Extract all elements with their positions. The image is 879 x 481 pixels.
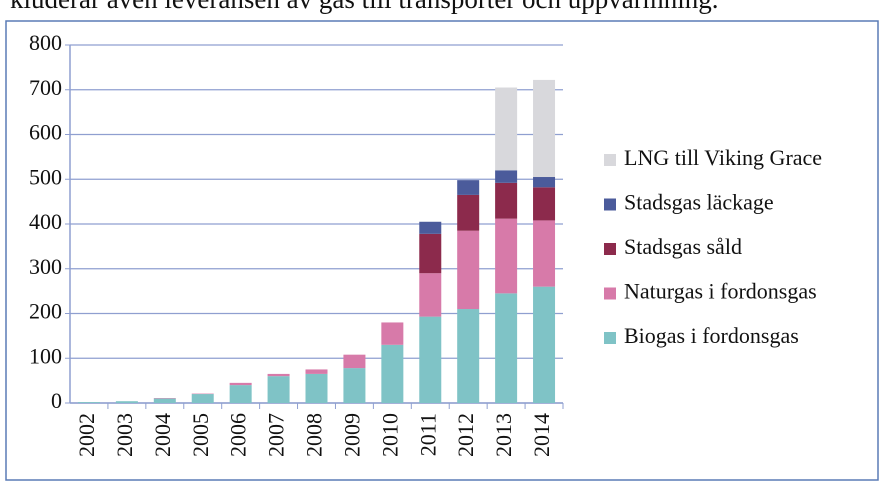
bar-segment <box>533 187 556 221</box>
bar-segment <box>115 401 138 403</box>
bar-segment <box>267 376 290 403</box>
x-tick-label: 2006 <box>226 413 251 457</box>
x-tick-label: 2011 <box>415 413 440 456</box>
legend-swatch <box>604 198 616 211</box>
legend-label: Naturgas i fordonsgas <box>624 279 817 304</box>
y-tick-label: 200 <box>29 299 62 324</box>
legend-label: Stadsgas läckage <box>624 190 774 215</box>
chart-frame <box>5 20 879 481</box>
x-tick-label: 2010 <box>377 413 402 457</box>
y-tick-label: 600 <box>29 120 62 145</box>
bar-segment <box>153 398 176 403</box>
x-tick-label: 2002 <box>74 413 99 457</box>
y-tick-label: 500 <box>29 164 62 189</box>
bar-segment <box>495 218 518 294</box>
bar-segment <box>495 170 518 183</box>
legend-swatch <box>604 243 616 255</box>
bar-segment <box>457 230 480 310</box>
bar-segment <box>419 221 442 234</box>
bar-segment <box>229 385 252 403</box>
x-tick-label: 2005 <box>188 413 213 457</box>
y-tick-label: 700 <box>29 75 62 100</box>
legend-label: Stadsgas såld <box>624 234 742 259</box>
bar-segment <box>495 87 518 171</box>
bar-segment <box>419 316 442 403</box>
x-tick-label: 2008 <box>302 413 327 457</box>
legend-swatch <box>604 287 616 300</box>
bar-segment <box>533 177 556 188</box>
x-tick-label: 2007 <box>264 413 289 457</box>
y-tick-label: 300 <box>29 254 62 279</box>
y-tick-label: 800 <box>29 30 62 55</box>
legend-swatch <box>604 332 616 344</box>
bar-segment <box>381 344 404 403</box>
caption: kluderar även leveransen av gas till tra… <box>10 0 719 15</box>
bar-segment <box>457 194 480 231</box>
y-tick-label: 400 <box>29 209 62 234</box>
bar-segment <box>343 368 366 403</box>
bar-segment <box>419 233 442 274</box>
bar-segment <box>229 382 252 386</box>
bar-segment <box>457 309 480 403</box>
x-tick-label: 2004 <box>150 413 175 457</box>
bar-segment <box>305 373 328 403</box>
bar-segment <box>77 402 100 403</box>
legend-swatch <box>604 154 616 166</box>
bar-segment <box>495 293 518 403</box>
bar-segment <box>533 220 556 287</box>
x-tick-label: 2013 <box>491 413 516 457</box>
bar-segment <box>267 373 290 377</box>
legend-label: LNG till Viking Grace <box>624 145 822 170</box>
bar-segment <box>419 273 442 317</box>
y-tick-label: 100 <box>29 343 62 368</box>
bar-segment <box>381 322 404 345</box>
bar-segment <box>457 180 480 195</box>
y-tick-label: 0 <box>51 388 62 413</box>
x-tick-label: 2009 <box>339 413 364 457</box>
x-tick-label: 2012 <box>453 413 478 457</box>
bar-segment <box>533 79 556 178</box>
bar-segment <box>495 182 518 219</box>
legend-label: Biogas i fordonsgas <box>624 323 799 348</box>
bar-segment <box>533 286 556 403</box>
bar-segment <box>343 354 366 369</box>
bar-segment <box>305 369 328 374</box>
x-tick-label: 2003 <box>112 413 137 457</box>
bar-segment <box>191 394 214 403</box>
x-tick-label: 2014 <box>529 413 554 457</box>
